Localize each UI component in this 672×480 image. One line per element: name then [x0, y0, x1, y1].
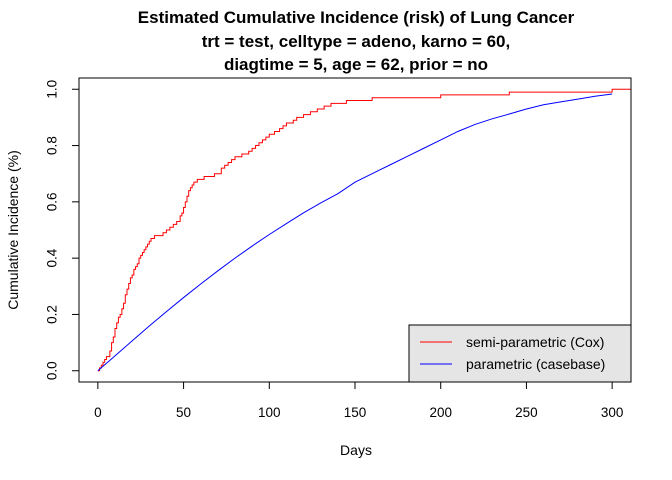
- x-tick-label: 150: [344, 405, 367, 420]
- series-layer: [97, 88, 631, 372]
- y-tick-label: 0.4: [45, 248, 60, 267]
- x-tick-label: 50: [176, 405, 191, 420]
- chart-title-line-3: diagtime = 5, age = 62, prior = no: [224, 55, 488, 74]
- chart-title-line-1: Estimated Cumulative Incidence (risk) of…: [138, 8, 575, 27]
- x-tick-label: 0: [94, 405, 102, 420]
- y-axis-label: Cumulative Incidence (%): [5, 150, 21, 310]
- legend-entry-cox: semi-parametric (Cox): [466, 334, 604, 350]
- y-tick-label: 0.8: [45, 136, 60, 155]
- x-tick-label: 300: [601, 405, 624, 420]
- x-tick-label: 250: [515, 405, 538, 420]
- legend: semi-parametric (Cox) parametric (caseba…: [408, 324, 632, 383]
- plot-frame: [78, 77, 632, 383]
- legend-entry-casebase: parametric (casebase): [466, 356, 605, 372]
- chart-title-line-2: trt = test, celltype = adeno, karno = 60…: [202, 32, 510, 51]
- y-tick-label: 0.2: [45, 305, 60, 324]
- legend-box: [408, 324, 632, 383]
- y-tick-label: 1.0: [45, 80, 60, 99]
- series-line-cox: [97, 88, 631, 372]
- x-tick-label: 200: [429, 405, 452, 420]
- series-line-casebase: [97, 93, 613, 372]
- x-axis-label: Days: [340, 442, 372, 458]
- x-tick-label: 100: [258, 405, 281, 420]
- y-tick-label: 0.0: [45, 361, 60, 380]
- y-tick-label: 0.6: [45, 192, 60, 211]
